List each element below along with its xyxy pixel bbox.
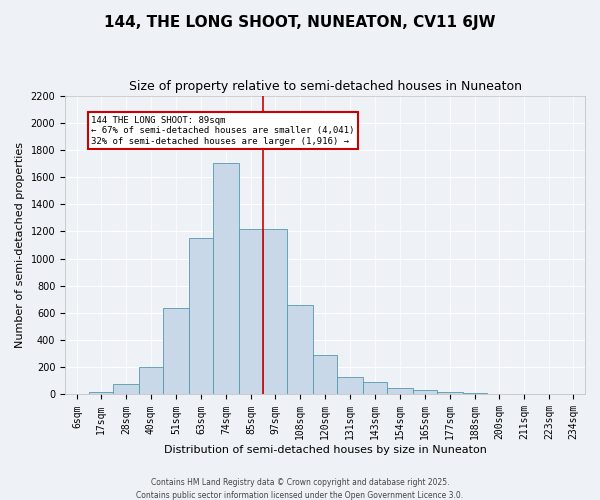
Bar — [337, 377, 363, 394]
Title: Size of property relative to semi-detached houses in Nuneaton: Size of property relative to semi-detach… — [128, 80, 521, 93]
Bar — [213, 164, 239, 394]
Bar — [437, 392, 463, 394]
Bar — [263, 228, 287, 394]
Text: Contains HM Land Registry data © Crown copyright and database right 2025.
Contai: Contains HM Land Registry data © Crown c… — [136, 478, 464, 500]
Bar — [387, 388, 413, 394]
Bar — [113, 384, 139, 394]
Bar — [89, 392, 113, 394]
Bar — [239, 228, 263, 394]
Y-axis label: Number of semi-detached properties: Number of semi-detached properties — [15, 142, 25, 348]
Bar — [413, 390, 437, 394]
Bar — [189, 238, 213, 394]
Bar — [139, 368, 163, 394]
Bar — [363, 382, 387, 394]
Bar — [463, 393, 487, 394]
X-axis label: Distribution of semi-detached houses by size in Nuneaton: Distribution of semi-detached houses by … — [164, 445, 487, 455]
Text: 144, THE LONG SHOOT, NUNEATON, CV11 6JW: 144, THE LONG SHOOT, NUNEATON, CV11 6JW — [104, 15, 496, 30]
Bar — [313, 355, 337, 395]
Bar — [163, 308, 189, 394]
Bar — [287, 305, 313, 394]
Text: 144 THE LONG SHOOT: 89sqm
← 67% of semi-detached houses are smaller (4,041)
32% : 144 THE LONG SHOOT: 89sqm ← 67% of semi-… — [91, 116, 355, 146]
